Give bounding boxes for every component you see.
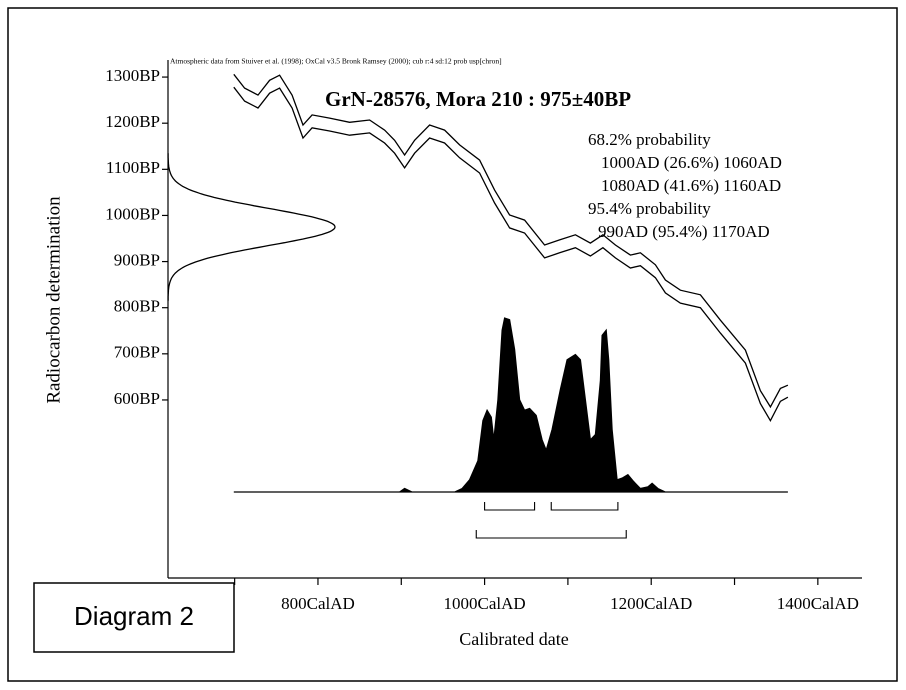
- calibration-curve: [233, 86, 789, 423]
- frame: [7, 7, 898, 682]
- y-tick-label: 800BP: [114, 297, 160, 316]
- x-tick-label: 1200CalAD: [610, 594, 692, 613]
- posterior-area: [233, 317, 788, 493]
- y-tick-label: 600BP: [114, 389, 160, 408]
- range-bracket: [484, 502, 536, 511]
- range-label: 1000AD (26.6%) 1060AD: [601, 153, 782, 172]
- y-tick-label: 1200BP: [105, 112, 160, 131]
- y-tick-label: 1000BP: [105, 204, 160, 223]
- range-bracket: [475, 530, 627, 539]
- x-tick-label: 1400CalAD: [777, 594, 859, 613]
- y-tick-label: 700BP: [114, 343, 160, 362]
- caption: Diagram 2: [74, 601, 194, 631]
- data-note: Atmospheric data from Stuiver et al. (19…: [170, 57, 502, 66]
- range-bracket: [550, 502, 619, 511]
- y-tick-label: 1300BP: [105, 66, 160, 85]
- range-level: 68.2% probability: [588, 130, 711, 149]
- date-distribution: [167, 153, 336, 301]
- x-tick-label: 800CalAD: [281, 594, 355, 613]
- range-label: 990AD (95.4%) 1170AD: [598, 222, 770, 241]
- range-level: 95.4% probability: [588, 199, 711, 218]
- calibration-curve: [233, 73, 789, 409]
- y-tick-label: 900BP: [114, 250, 160, 269]
- y-tick-label: 1100BP: [106, 158, 160, 177]
- y-axis-label: Radiocarbon determination: [43, 196, 64, 404]
- range-label: 1080AD (41.6%) 1160AD: [601, 176, 781, 195]
- caption-box: [33, 582, 235, 653]
- chart-title: GrN-28576, Mora 210 : 975±40BP: [325, 87, 631, 111]
- x-axis-label: Calibrated date: [459, 629, 568, 649]
- x-tick-label: 1000CalAD: [444, 594, 526, 613]
